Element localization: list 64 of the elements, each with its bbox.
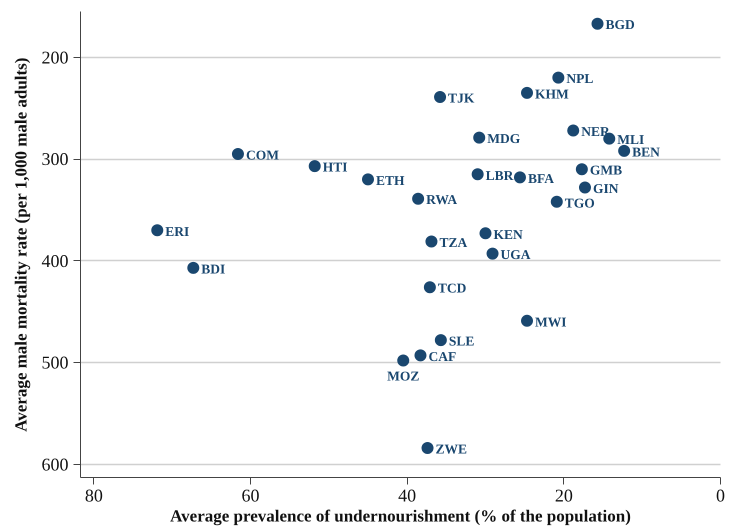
point [592,18,604,30]
point [552,72,564,84]
point [397,354,410,366]
annotation: TZA [439,234,468,250]
point [473,132,486,144]
annotation: TJK [448,90,475,106]
x-tick-label: 20 [554,486,573,506]
annotation: KHM [535,86,570,102]
annotation: BGD [606,17,636,32]
point [412,192,424,205]
point [618,144,630,157]
y-tick-label: 600 [42,454,68,474]
y-tick-label: 400 [42,250,68,271]
annotation: ERI [165,224,190,239]
x-tick-label: 40 [398,486,416,506]
annotation: GMB [590,162,622,178]
point [486,248,499,260]
point [479,227,492,240]
annotation: TCD [438,280,467,296]
point [472,168,484,180]
point [151,224,164,236]
annotation: KEN [493,226,523,242]
annotation: BDI [201,261,226,276]
point [424,281,436,294]
annotation: SLE [448,334,474,349]
annotation: HTI [322,160,348,175]
annotation: MWI [535,314,567,330]
annotation: ETH [376,172,405,188]
annotation: CAF [428,348,456,364]
point [187,262,200,274]
x-tick-label: 60 [241,486,260,506]
point [521,86,534,99]
x-axis-title: Average prevalence of undernourishment (% of the population) [170,506,631,526]
point [434,90,446,103]
y-tick-label: 300 [42,149,68,170]
point [521,314,534,327]
annotation: RWA [426,192,458,208]
annotation: TGO [564,195,595,210]
point [308,160,321,172]
annotation: MDG [487,131,521,146]
y-axis-title: Average male mortality rate (per 1,000 male adults) [12,58,30,432]
annotation: LBR [486,168,514,183]
point [232,148,244,160]
annotation: ZWE [436,441,468,456]
point [414,349,426,362]
point [434,334,447,346]
annotation: MOZ [387,368,420,384]
annotation: NPL [566,71,594,86]
annotation: GIN [592,181,619,196]
annotation: BFA [528,170,554,186]
point [576,163,588,176]
x-tick-label: 80 [84,486,103,506]
point [362,173,374,186]
y-tick-label: 200 [42,47,68,68]
annotation: UGA [500,247,531,262]
annotation: COM [246,147,280,162]
y-tick-label: 500 [42,352,68,373]
x-tick-label: 0 [716,486,725,506]
point [425,235,438,248]
point [422,442,434,454]
point [550,196,563,208]
point [567,124,580,137]
point [514,171,526,184]
point [578,182,591,194]
